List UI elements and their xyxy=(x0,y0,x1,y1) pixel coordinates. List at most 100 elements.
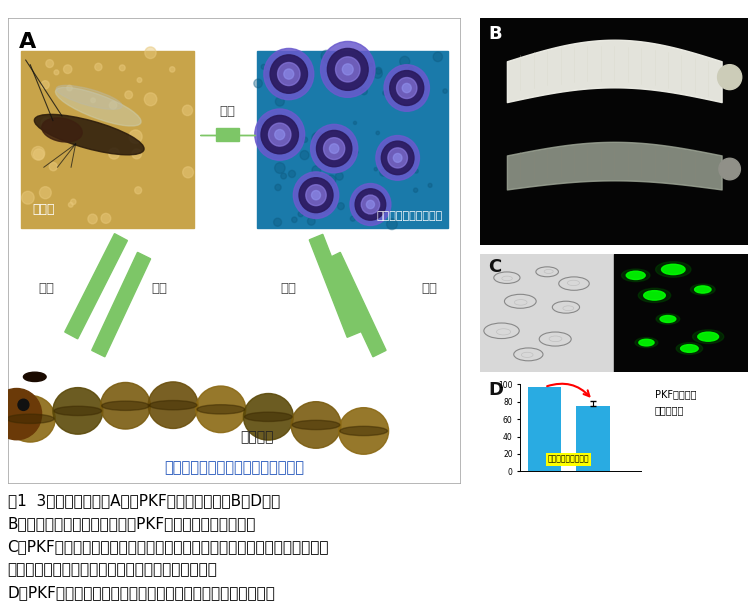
Circle shape xyxy=(41,118,52,129)
Circle shape xyxy=(264,48,314,100)
Circle shape xyxy=(376,131,380,135)
Circle shape xyxy=(261,116,299,154)
Circle shape xyxy=(169,67,175,72)
Circle shape xyxy=(292,217,297,223)
Ellipse shape xyxy=(197,405,245,414)
Circle shape xyxy=(314,132,323,140)
Circle shape xyxy=(375,67,382,74)
Circle shape xyxy=(183,167,194,178)
Text: を起こしていつ細胞は緑色に見えつ（右の写真）．: を起こしていつ細胞は緑色に見えつ（右の写真）． xyxy=(8,562,218,577)
Circle shape xyxy=(305,185,327,206)
Circle shape xyxy=(428,183,432,188)
Text: 感染: 感染 xyxy=(421,282,438,295)
Circle shape xyxy=(277,62,300,85)
Text: 寄生蜂: 寄生蜂 xyxy=(33,203,55,216)
Circle shape xyxy=(655,261,691,277)
Text: C: C xyxy=(488,258,501,276)
Circle shape xyxy=(443,89,448,93)
Bar xyxy=(614,254,748,372)
FancyBboxPatch shape xyxy=(8,18,461,484)
Ellipse shape xyxy=(55,87,141,126)
Circle shape xyxy=(41,80,49,89)
Circle shape xyxy=(308,217,315,225)
Circle shape xyxy=(274,218,281,226)
Circle shape xyxy=(395,90,398,93)
Circle shape xyxy=(67,85,73,91)
Circle shape xyxy=(327,175,336,185)
Circle shape xyxy=(317,131,352,167)
Circle shape xyxy=(289,171,296,177)
Ellipse shape xyxy=(34,114,144,155)
Circle shape xyxy=(396,77,417,99)
Circle shape xyxy=(388,148,407,168)
Circle shape xyxy=(680,345,699,352)
Polygon shape xyxy=(65,234,128,339)
Text: D: D xyxy=(488,381,503,399)
Circle shape xyxy=(298,212,303,217)
Circle shape xyxy=(698,332,718,341)
Circle shape xyxy=(274,129,285,140)
Circle shape xyxy=(327,48,368,90)
Circle shape xyxy=(255,109,305,160)
Ellipse shape xyxy=(339,427,388,436)
Text: A: A xyxy=(19,32,36,52)
Circle shape xyxy=(46,60,54,68)
Circle shape xyxy=(299,178,333,212)
Circle shape xyxy=(144,93,156,106)
Circle shape xyxy=(376,136,420,180)
Circle shape xyxy=(110,102,116,109)
Ellipse shape xyxy=(53,388,103,434)
Bar xyxy=(21,51,194,227)
Circle shape xyxy=(101,214,111,223)
Circle shape xyxy=(380,169,387,176)
Circle shape xyxy=(321,50,332,61)
Circle shape xyxy=(361,195,380,214)
Ellipse shape xyxy=(148,382,198,428)
Circle shape xyxy=(54,70,59,75)
Ellipse shape xyxy=(291,402,341,448)
Ellipse shape xyxy=(7,414,54,424)
Circle shape xyxy=(270,55,308,93)
Circle shape xyxy=(414,169,418,173)
Ellipse shape xyxy=(54,406,101,416)
Circle shape xyxy=(280,173,287,179)
Circle shape xyxy=(433,52,442,62)
Circle shape xyxy=(132,149,141,159)
Circle shape xyxy=(355,151,358,154)
Circle shape xyxy=(311,191,321,200)
Circle shape xyxy=(626,271,645,280)
Circle shape xyxy=(643,290,665,300)
Circle shape xyxy=(660,316,676,322)
Circle shape xyxy=(261,64,266,70)
Circle shape xyxy=(350,216,355,221)
Circle shape xyxy=(361,88,367,95)
Circle shape xyxy=(376,192,384,201)
Circle shape xyxy=(324,138,345,160)
Circle shape xyxy=(411,74,414,77)
Circle shape xyxy=(275,185,281,191)
Text: ウイルスと寄生蜂とイモムシの関係: ウイルスと寄生蜂とイモムシの関係 xyxy=(164,460,305,475)
Circle shape xyxy=(342,87,346,91)
Circle shape xyxy=(129,130,142,143)
Ellipse shape xyxy=(243,393,293,440)
Circle shape xyxy=(392,159,400,167)
Circle shape xyxy=(402,83,411,93)
Circle shape xyxy=(49,162,57,171)
Bar xyxy=(576,406,609,471)
Circle shape xyxy=(350,183,391,226)
Ellipse shape xyxy=(56,85,122,110)
Circle shape xyxy=(311,206,319,215)
Circle shape xyxy=(621,269,650,281)
Circle shape xyxy=(282,84,286,88)
Ellipse shape xyxy=(5,396,55,442)
Text: 遥害すだと: 遥害すだと xyxy=(655,405,684,415)
Circle shape xyxy=(352,152,357,156)
Circle shape xyxy=(135,187,141,194)
Circle shape xyxy=(275,97,284,106)
Circle shape xyxy=(145,47,156,59)
Circle shape xyxy=(18,399,29,410)
Circle shape xyxy=(690,284,715,295)
Text: 図1  3者の相互作用（A）とPKFの蜂殺し作用（B～D）．: 図1 3者の相互作用（A）とPKFの蜂殺し作用（B～D）． xyxy=(8,493,280,508)
Circle shape xyxy=(293,172,339,218)
Bar xyxy=(257,51,448,227)
